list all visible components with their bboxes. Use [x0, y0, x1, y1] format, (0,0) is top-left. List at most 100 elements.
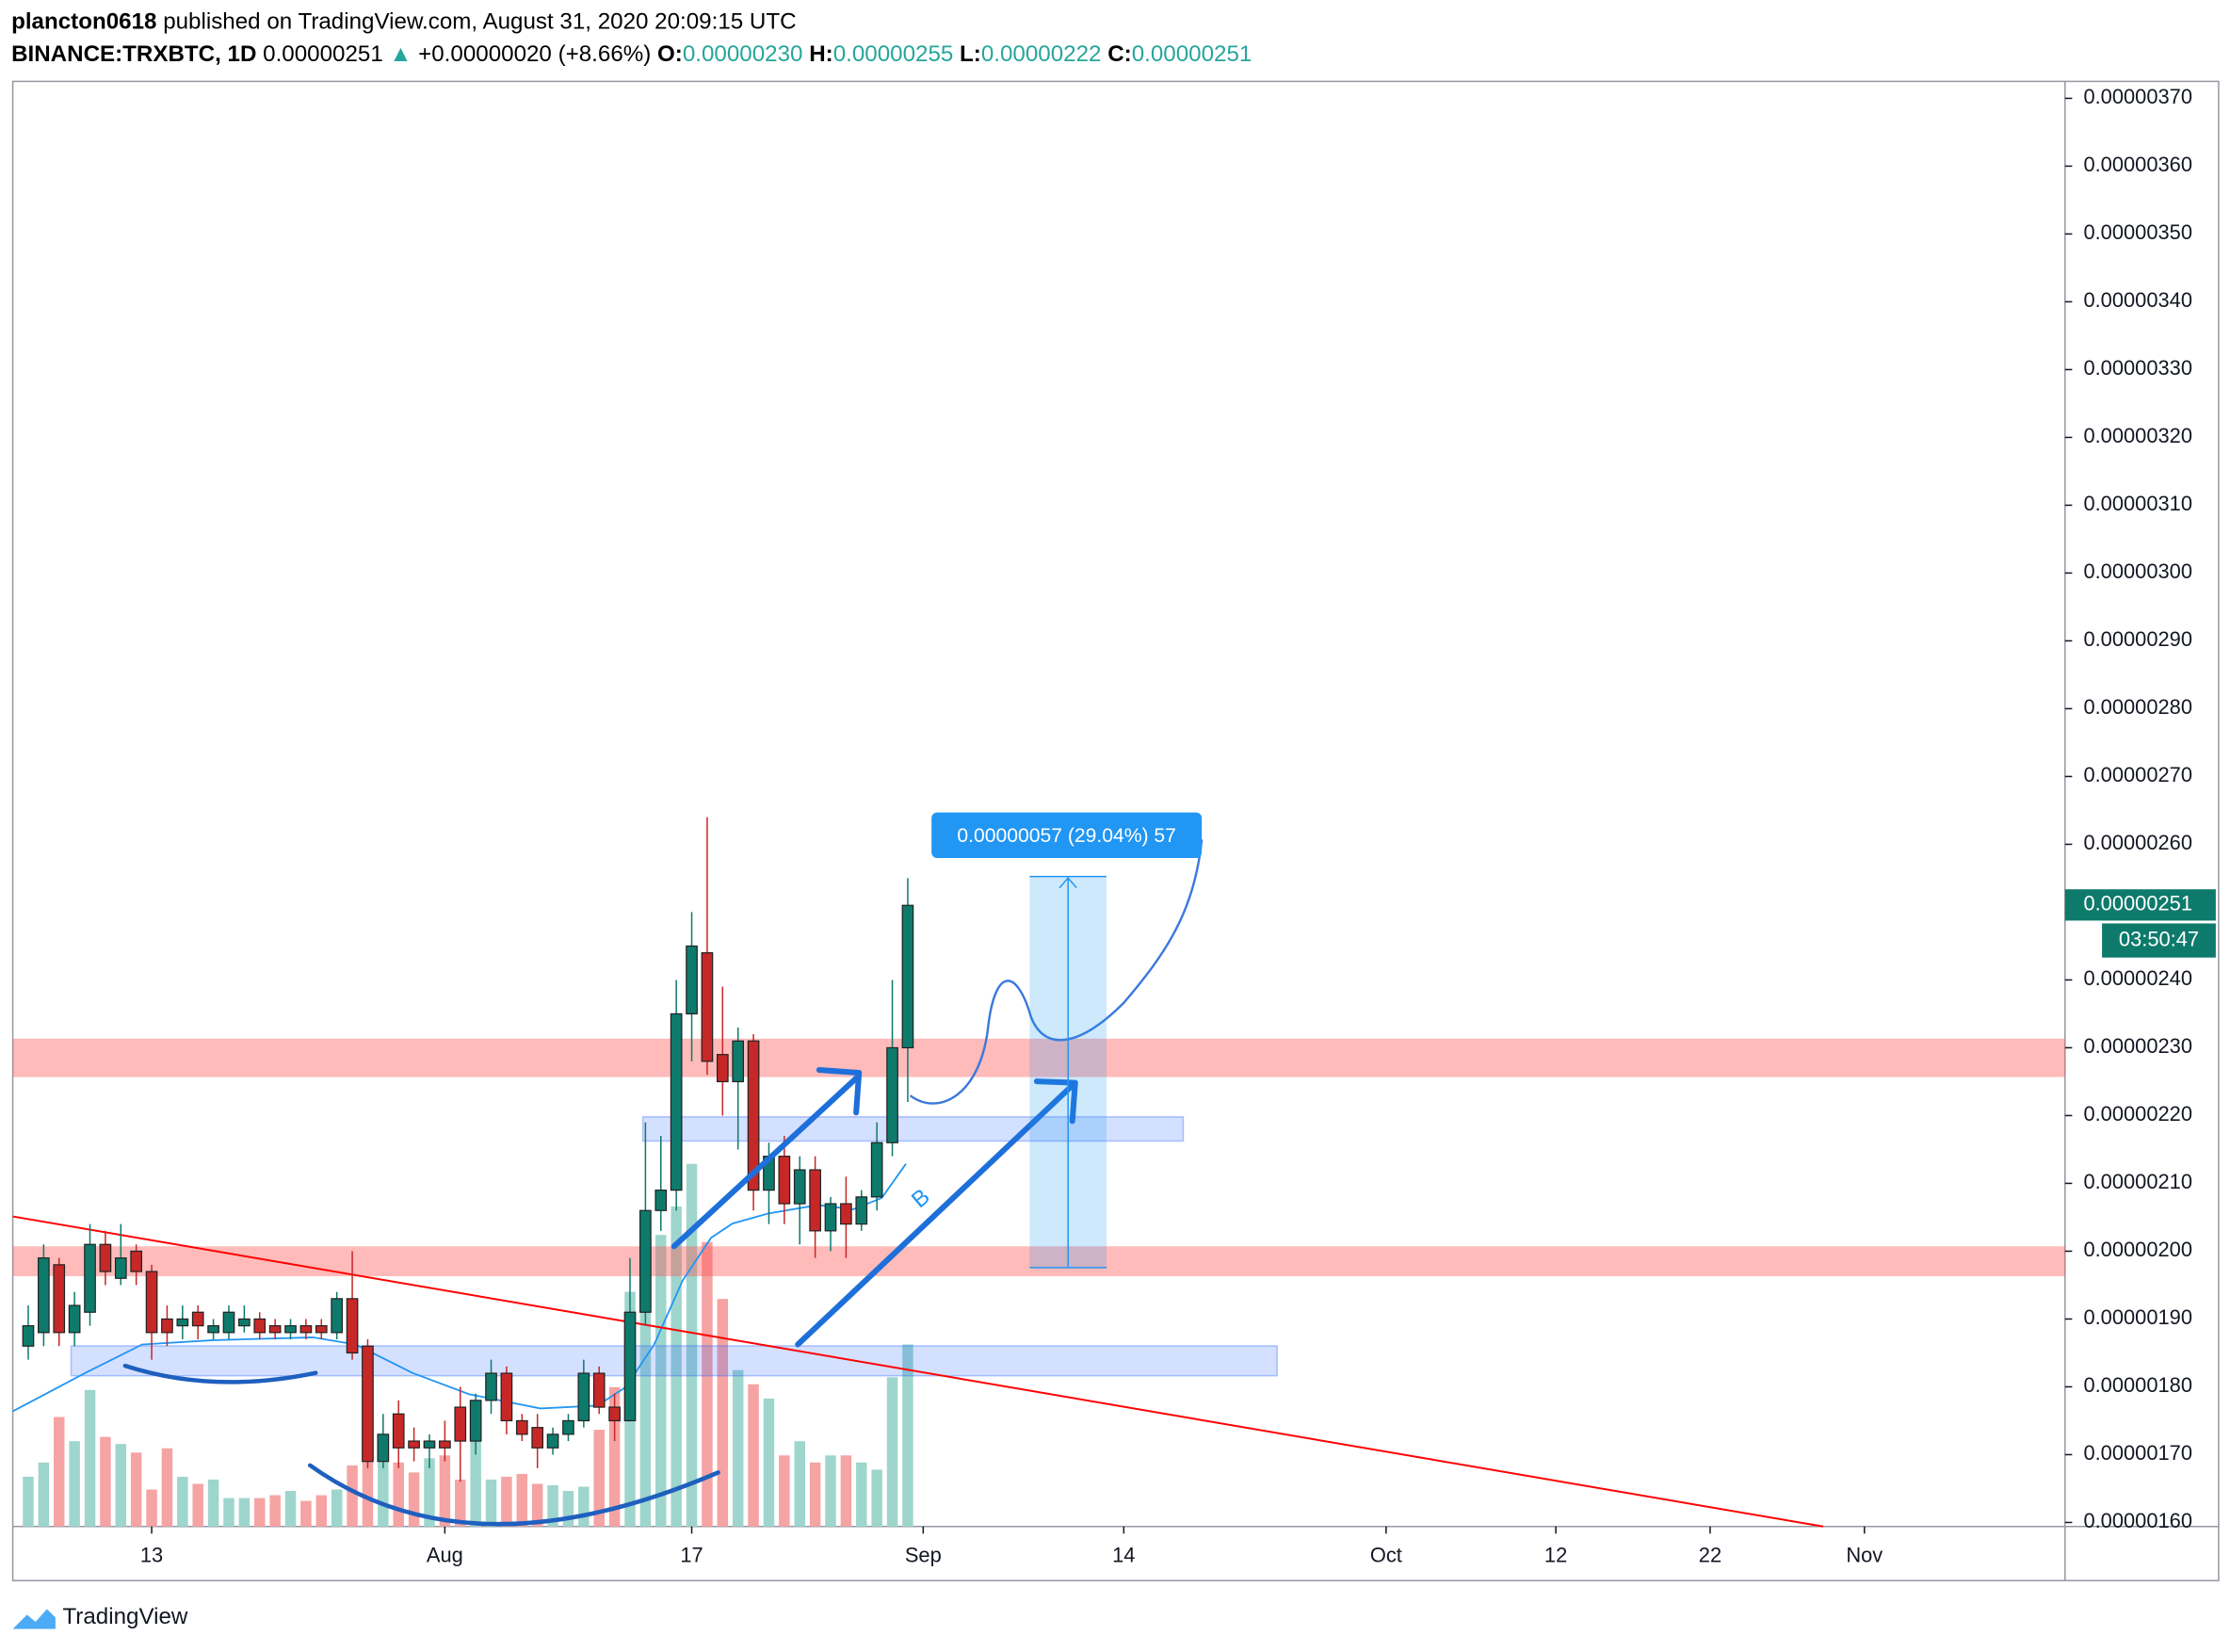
candle-body	[145, 1271, 158, 1334]
c-value: 0.00000251	[1132, 42, 1252, 68]
volume-bar	[69, 1441, 80, 1527]
support-zone	[12, 1246, 2065, 1276]
x-tick-label: Nov	[1846, 1543, 1883, 1566]
axes: 0.00000160 0.00000170 0.00000180 0.00000190…	[140, 85, 2192, 1566]
y-tick-label: 0.00000210	[2083, 1170, 2192, 1193]
y-tick-label: 0.00000260	[2083, 831, 2192, 854]
y-tick-label: 0.00000330	[2083, 356, 2192, 380]
candle-body	[577, 1372, 590, 1422]
candle-body	[531, 1427, 544, 1449]
candle-body	[238, 1318, 250, 1327]
volume-bar	[439, 1455, 451, 1527]
candle-body	[284, 1325, 297, 1334]
candle-body	[331, 1298, 344, 1334]
candle-body	[114, 1257, 127, 1279]
volume-bar	[671, 1206, 682, 1527]
volume-bar	[501, 1476, 512, 1527]
arc-drawing	[122, 1363, 318, 1385]
candle-body	[299, 1325, 313, 1334]
candle-body	[515, 1419, 528, 1435]
x-tick-label: 17	[680, 1543, 703, 1566]
volume-bar	[207, 1479, 219, 1527]
candle-body	[207, 1325, 219, 1334]
measure-label-box	[931, 812, 1203, 858]
candle-body	[500, 1372, 513, 1422]
volume-bar	[639, 1263, 652, 1527]
volume-bar	[547, 1484, 558, 1527]
volume-bar	[223, 1498, 234, 1527]
header-line: plancton0618 published on TradingView.co…	[11, 9, 796, 35]
candle-body	[439, 1440, 451, 1449]
o-label: O:	[657, 42, 683, 68]
candle-body	[253, 1318, 267, 1334]
published: published on TradingView.com, August 31,…	[163, 9, 796, 35]
demand-zone	[70, 1345, 1278, 1377]
volume-bar	[424, 1458, 435, 1527]
y-tick-label: 0.00000340	[2083, 288, 2192, 312]
candle-body	[392, 1413, 405, 1449]
volume-bar	[300, 1500, 312, 1527]
volume-bar	[269, 1495, 281, 1527]
candle-body	[485, 1372, 497, 1401]
candle-body	[315, 1325, 328, 1334]
y-tick-label: 0.00000200	[2083, 1238, 2192, 1261]
volume-bar	[531, 1483, 543, 1527]
volume-bar	[593, 1430, 605, 1527]
y-tick-label: 0.00000160	[2083, 1509, 2192, 1532]
volume-bar	[192, 1483, 203, 1527]
candle-body	[362, 1345, 374, 1463]
volume-bar	[702, 1241, 713, 1527]
y-tick-label: 0.00000190	[2083, 1305, 2192, 1329]
y-tick-label: 0.00000350	[2083, 220, 2192, 244]
frame	[11, 80, 2220, 1581]
candle-body	[423, 1440, 436, 1449]
candle-body	[222, 1311, 235, 1334]
y-tick-label: 0.00000290	[2083, 627, 2192, 651]
candle-body	[670, 1012, 683, 1191]
candle-body	[639, 1209, 652, 1313]
candle-body	[886, 1046, 898, 1143]
volume-bar	[825, 1455, 836, 1527]
demand-zone	[641, 1116, 1185, 1142]
x-tick-label: Aug	[427, 1543, 463, 1566]
x-tick-label: 13	[140, 1543, 163, 1566]
price-label: 0.00000251	[2083, 892, 2192, 915]
brand: TradingView	[62, 1604, 187, 1629]
last: 0.00000251	[263, 42, 383, 68]
y-tick-label: 0.00000230	[2083, 1034, 2192, 1058]
candle-body	[191, 1311, 204, 1327]
candle-body	[592, 1372, 606, 1408]
candle-body	[53, 1264, 66, 1334]
candle-body	[84, 1243, 96, 1313]
price-label-box	[2064, 889, 2216, 921]
symbol: BINANCE:TRXBTC, 1D	[11, 42, 256, 68]
timer: 03:50:47	[2119, 927, 2199, 950]
candle-body	[701, 952, 714, 1062]
volume-bar	[886, 1377, 898, 1527]
candle-body	[747, 1040, 760, 1191]
brand-logo	[12, 1609, 56, 1629]
volume-bar	[130, 1452, 142, 1527]
y-tick-label: 0.00000320	[2083, 424, 2192, 447]
volume-bar	[485, 1479, 497, 1527]
candle-body	[99, 1243, 112, 1272]
candle-body	[623, 1311, 637, 1422]
volume-bar	[315, 1495, 328, 1527]
candle-body	[38, 1257, 50, 1334]
arrow-drawing	[671, 1066, 863, 1250]
volume-bar	[470, 1441, 481, 1527]
volume-bar	[516, 1473, 528, 1527]
pattern-label: B	[907, 1184, 935, 1213]
candle-body	[546, 1433, 559, 1449]
volume-bar	[238, 1498, 250, 1527]
candle-body	[562, 1419, 574, 1435]
volume-bar	[763, 1398, 775, 1527]
candle-body	[130, 1250, 143, 1272]
x-tick-label: 12	[1544, 1543, 1567, 1566]
volume-bar	[38, 1462, 50, 1527]
volume-bar	[794, 1441, 805, 1527]
candle-body	[268, 1325, 282, 1334]
volume-bar	[902, 1344, 913, 1527]
l-value: 0.00000222	[981, 42, 1102, 68]
